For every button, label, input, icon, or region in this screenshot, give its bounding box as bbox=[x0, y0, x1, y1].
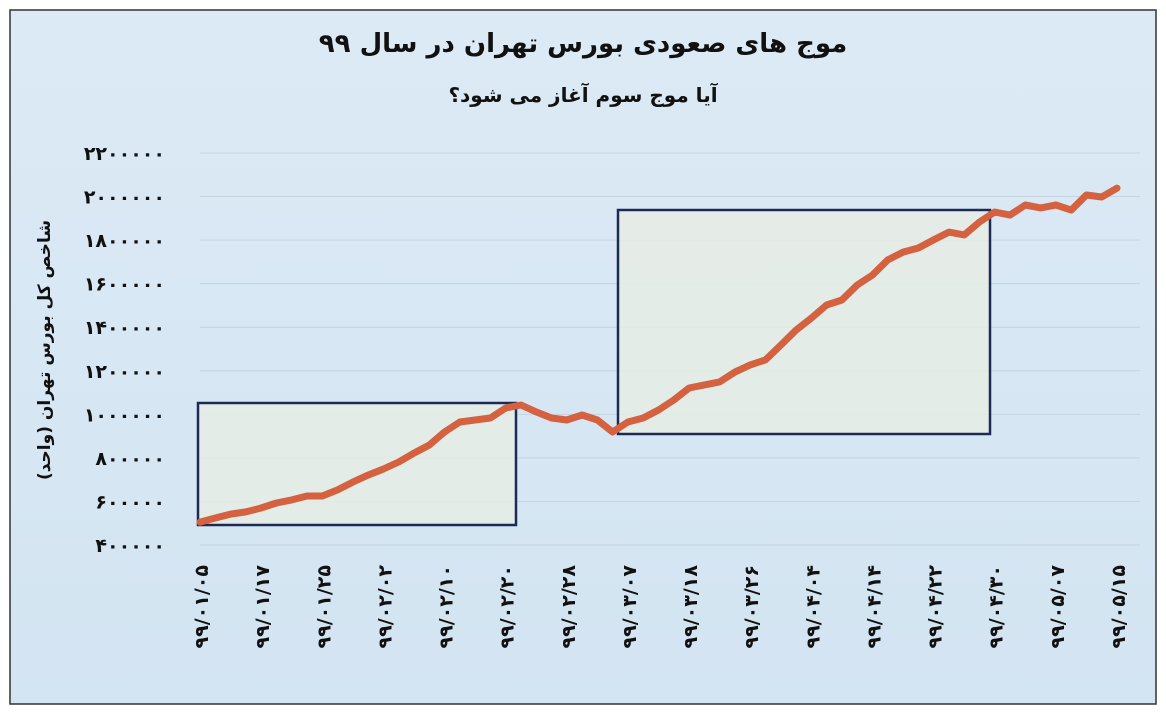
y-tick-label: ۴۰۰۰۰۰ bbox=[95, 535, 165, 557]
y-axis-label: شاخص کل بورس تهران (واحد) bbox=[35, 220, 55, 480]
y-tick-label: ۲۰۰۰۰۰۰ bbox=[84, 187, 165, 209]
x-tick-label: ۹۹/۰۲/۲۸ bbox=[558, 565, 580, 649]
y-tick-label: ۱۴۰۰۰۰۰ bbox=[84, 317, 165, 339]
x-tick-label: ۹۹/۰۳/۱۸ bbox=[680, 565, 702, 649]
x-tick-label: ۹۹/۰۳/۰۷ bbox=[619, 565, 641, 649]
x-tick-label: ۹۹/۰۴/۱۴ bbox=[863, 565, 885, 648]
x-tick-label: ۹۹/۰۱/۰۵ bbox=[191, 565, 213, 649]
x-tick-label: ۹۹/۰۱/۲۵ bbox=[313, 565, 335, 649]
y-tick-label: ۶۰۰۰۰۰ bbox=[95, 491, 165, 513]
x-tick-label: ۹۹/۰۲/۱۰ bbox=[436, 565, 458, 648]
x-tick-label: ۹۹/۰۵/۱۵ bbox=[1108, 565, 1130, 649]
x-tick-label: ۹۹/۰۴/۰۴ bbox=[802, 565, 824, 648]
x-tick-label: ۹۹/۰۳/۲۶ bbox=[741, 565, 763, 648]
x-tick-label: ۹۹/۰۵/۰۷ bbox=[1047, 565, 1069, 649]
x-tick-label: ۹۹/۰۴/۲۲ bbox=[925, 565, 947, 649]
data-line bbox=[196, 184, 1121, 526]
chart-title: موج های صعودی بورس تهران در سال ۹۹ bbox=[319, 29, 847, 59]
x-tick-label: ۹۹/۰۴/۳۰ bbox=[986, 565, 1008, 648]
x-tick-label: ۹۹/۰۱/۱۷ bbox=[252, 565, 274, 649]
y-tick-label: ۲۲۰۰۰۰۰ bbox=[84, 143, 165, 165]
y-tick-label: ۱۰۰۰۰۰۰ bbox=[84, 404, 165, 426]
y-tick-label: ۱۶۰۰۰۰۰ bbox=[84, 274, 165, 296]
chart-subtitle: آیا موج سوم آغاز می شود؟ bbox=[448, 82, 718, 107]
x-tick-label: ۹۹/۰۲/۰۲ bbox=[374, 565, 396, 649]
y-tick-label: ۱۸۰۰۰۰۰ bbox=[84, 230, 165, 252]
y-tick-label: ۱۲۰۰۰۰۰ bbox=[84, 361, 165, 383]
x-tick-label: ۹۹/۰۲/۲۰ bbox=[497, 565, 519, 648]
y-tick-label: ۸۰۰۰۰۰ bbox=[95, 448, 165, 470]
